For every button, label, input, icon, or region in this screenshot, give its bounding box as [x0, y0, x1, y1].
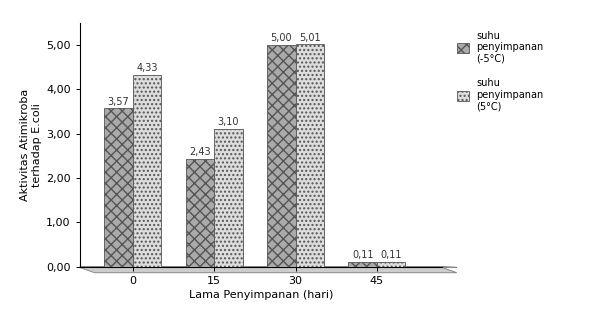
Polygon shape — [80, 266, 457, 267]
X-axis label: Lama Penyimpanan (hari): Lama Penyimpanan (hari) — [188, 290, 333, 300]
Text: 5,00: 5,00 — [271, 33, 292, 43]
Text: 5,01: 5,01 — [299, 33, 321, 43]
Text: 3,57: 3,57 — [107, 97, 130, 107]
Y-axis label: Aktivitas Atimikroba
terhadap E.coli: Aktivitas Atimikroba terhadap E.coli — [20, 88, 42, 201]
Bar — [185, 159, 214, 266]
Bar — [349, 262, 377, 266]
Bar — [214, 129, 243, 266]
Bar — [377, 262, 405, 266]
Text: 2,43: 2,43 — [189, 147, 211, 157]
Bar — [267, 45, 295, 266]
Text: 4,33: 4,33 — [136, 63, 158, 73]
Bar — [133, 75, 161, 266]
Text: 0,11: 0,11 — [352, 250, 373, 260]
Bar — [104, 108, 133, 266]
Bar — [295, 45, 324, 266]
Text: 3,10: 3,10 — [217, 117, 239, 127]
Text: 0,11: 0,11 — [381, 250, 402, 260]
Legend: suhu
penyimpanan
(-5°C), suhu
penyimpanan
(5°C): suhu penyimpanan (-5°C), suhu penyimpana… — [454, 28, 546, 114]
Polygon shape — [80, 267, 457, 273]
